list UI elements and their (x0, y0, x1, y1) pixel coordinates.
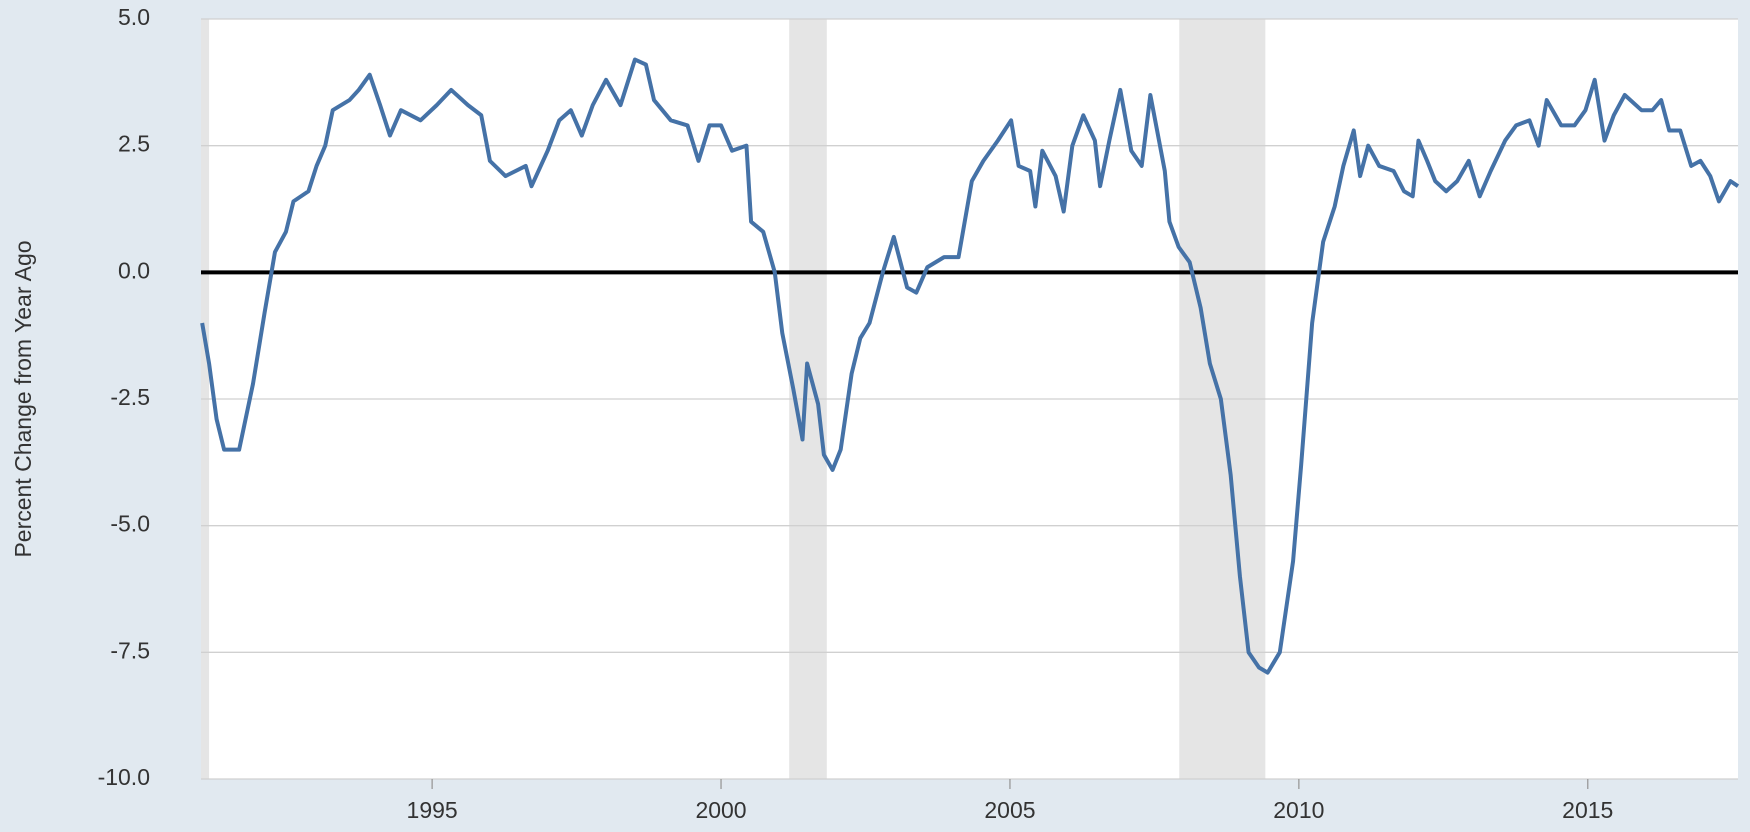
y-tick-label: -7.5 (110, 637, 150, 663)
x-tick-label: 2000 (695, 797, 746, 823)
y-tick-label: 0.0 (118, 257, 150, 283)
x-tick-label: 2010 (1273, 797, 1324, 823)
y-tick-label: 5.0 (118, 4, 150, 30)
data-line (200, 57, 1740, 675)
x-tick-label: 1995 (407, 797, 458, 823)
y-tick-label: -2.5 (110, 384, 150, 410)
x-tick-label: 2015 (1562, 797, 1613, 823)
y-tick-label: -10.0 (98, 764, 150, 790)
y-tick-label: 2.5 (118, 131, 150, 157)
y-tick-label: -5.0 (110, 511, 150, 537)
x-tick-label: 2005 (984, 797, 1035, 823)
y-axis-label: Percent Change from Year Ago (10, 240, 36, 557)
